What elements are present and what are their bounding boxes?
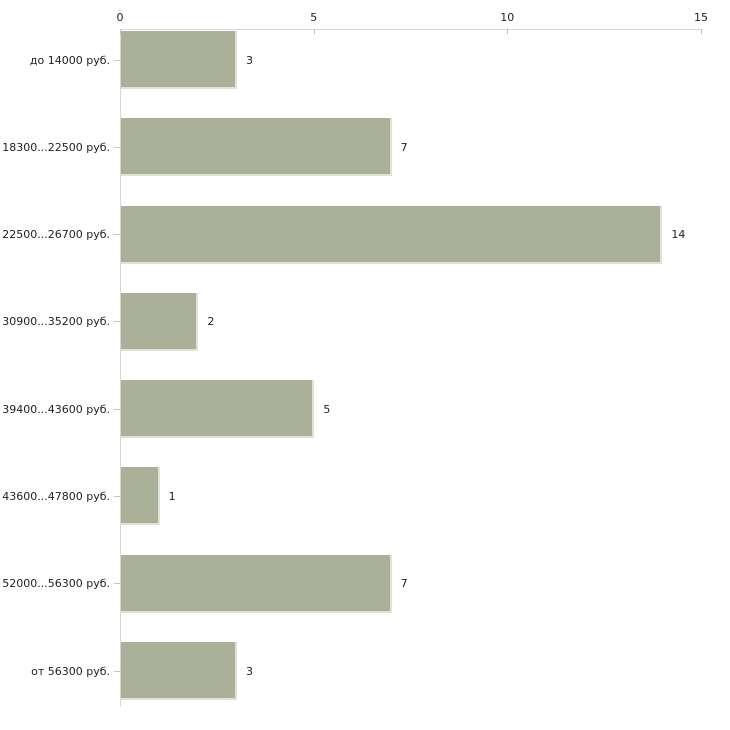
category-label: 18300...22500 руб.	[2, 118, 121, 176]
bar-row: от 56300 руб. 3	[31, 640, 701, 727]
category-label: 52000...56300 руб.	[2, 555, 121, 613]
y-tick-mark	[114, 234, 121, 236]
value-label: 3	[246, 664, 253, 678]
value-label: 3	[246, 53, 253, 67]
category-label: до 14000 руб.	[30, 31, 121, 89]
category-label-text: до 14000 руб.	[29, 53, 110, 67]
category-label-text: 43600...47800 руб.	[2, 489, 110, 503]
y-tick-mark	[114, 321, 121, 323]
y-tick-mark	[114, 670, 121, 672]
bar	[121, 467, 160, 526]
bar-row: 39400...43600 руб. 5	[2, 378, 701, 465]
bar	[121, 642, 237, 701]
plot-area: до 14000 руб. 3 18300...22500 руб. 7 225…	[2, 29, 701, 727]
bar-row: до 14000 руб. 3	[30, 29, 701, 116]
x-axis-tick-label: 10	[500, 11, 515, 24]
value-label: 7	[400, 577, 408, 591]
category-label-text: 30900...35200 руб.	[2, 315, 110, 329]
y-tick-mark	[114, 408, 121, 410]
bar-row: 18300...22500 руб. 7	[2, 116, 701, 203]
category-label-text: 39400...43600 руб.	[2, 402, 110, 416]
value-label: 2	[207, 315, 215, 329]
value-label: 14	[671, 228, 686, 242]
bar	[121, 380, 315, 439]
bar	[121, 205, 663, 264]
bar	[121, 292, 199, 351]
bar-row: 30900...35200 руб. 2	[2, 291, 701, 378]
category-label: от 56300 руб.	[31, 642, 121, 700]
value-label: 7	[400, 140, 408, 154]
x-axis-tick-label: 0	[116, 11, 124, 24]
bar-row: 22500...26700 руб. 14	[2, 204, 701, 291]
bar	[121, 118, 392, 177]
y-tick-mark	[114, 59, 121, 61]
category-label: 22500...26700 руб.	[2, 206, 121, 264]
x-axis-line	[120, 29, 701, 30]
bar	[121, 554, 392, 613]
category-label: 30900...35200 руб.	[2, 293, 121, 351]
category-label: 39400...43600 руб.	[2, 380, 121, 438]
bar-row: 52000...56300 руб. 7	[2, 553, 701, 640]
value-label: 5	[323, 402, 331, 416]
x-axis-tick-label: 5	[310, 11, 318, 24]
category-label-text: 52000...56300 руб.	[2, 577, 110, 591]
y-tick-mark	[114, 583, 121, 585]
category-label: 43600...47800 руб.	[2, 467, 121, 525]
x-tick-mark	[313, 29, 315, 34]
x-tick-mark	[701, 29, 702, 34]
category-label-text: 18300...22500 руб.	[2, 140, 110, 154]
category-label-text: от 56300 руб.	[31, 664, 110, 678]
x-tick-mark	[507, 29, 509, 34]
y-tick-mark	[114, 146, 121, 148]
bar	[121, 31, 237, 89]
bar-row: 43600...47800 руб. 1	[2, 465, 701, 552]
y-axis-line	[120, 29, 121, 706]
value-label: 1	[168, 489, 176, 503]
category-label-text: 22500...26700 руб.	[2, 228, 110, 242]
x-tick-mark	[120, 29, 121, 34]
x-axis-tick-label: 15	[694, 11, 708, 24]
y-tick-mark	[114, 495, 121, 497]
